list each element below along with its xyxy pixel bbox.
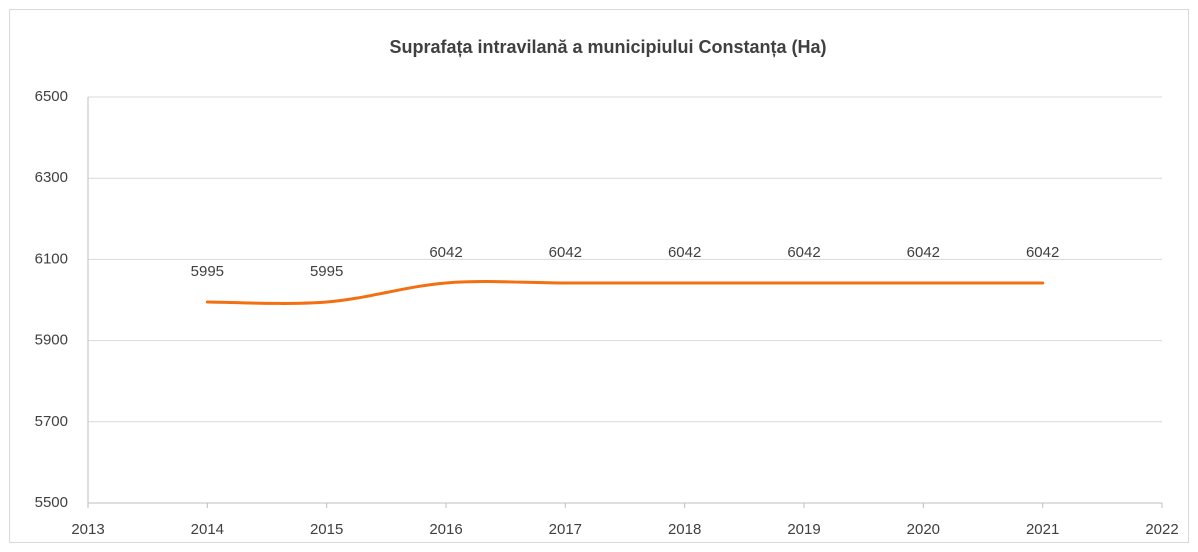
x-tick-label: 2017 <box>549 521 582 538</box>
data-label: 6042 <box>907 244 940 261</box>
x-tick-label: 2014 <box>191 521 224 538</box>
y-tick-label: 5900 <box>35 332 68 349</box>
x-tick-label: 2020 <box>907 521 940 538</box>
y-tick-label: 6300 <box>35 169 68 186</box>
x-tick-label: 2021 <box>1026 521 1059 538</box>
x-tick-label: 2015 <box>310 521 343 538</box>
data-label: 6042 <box>787 244 820 261</box>
y-tick-label: 6100 <box>35 250 68 267</box>
data-label: 5995 <box>310 263 343 280</box>
data-label: 6042 <box>668 244 701 261</box>
x-tick-label: 2022 <box>1145 521 1178 538</box>
chart-border <box>9 9 1189 543</box>
x-tick-label: 2013 <box>71 521 104 538</box>
chart-title: Suprafața intravilană a municipiului Con… <box>389 37 826 57</box>
data-label: 6042 <box>549 244 582 261</box>
y-tick-label: 6500 <box>35 88 68 105</box>
data-label: 6042 <box>1026 244 1059 261</box>
y-tick-label: 5700 <box>35 413 68 430</box>
x-tick-label: 2019 <box>787 521 820 538</box>
y-tick-label: 5500 <box>35 494 68 511</box>
data-label: 5995 <box>191 263 224 280</box>
x-tick-label: 2018 <box>668 521 701 538</box>
x-tick-label: 2016 <box>429 521 462 538</box>
data-label: 6042 <box>429 244 462 261</box>
line <box>205 280 1045 305</box>
